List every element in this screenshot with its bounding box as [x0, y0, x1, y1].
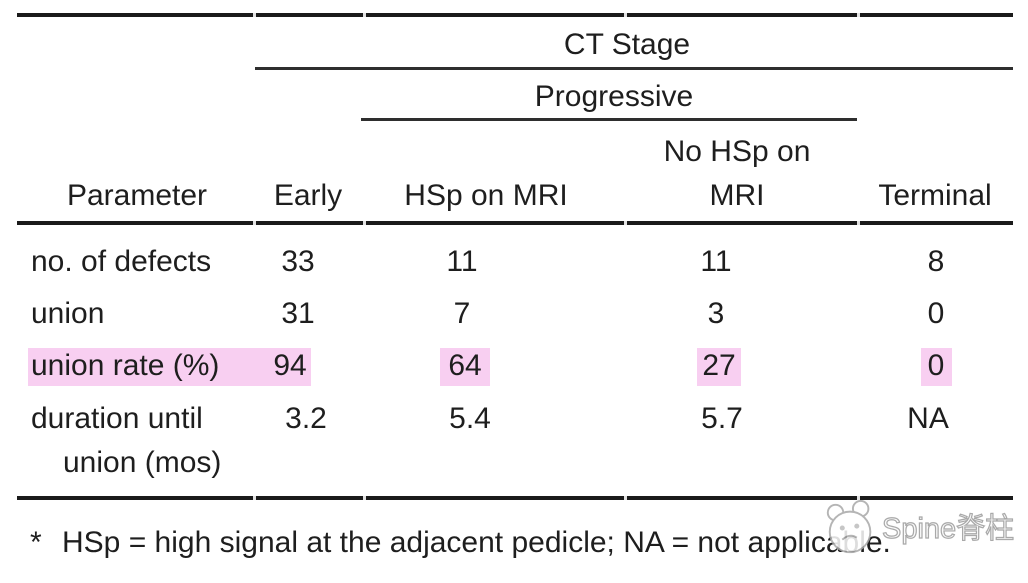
- table-top-rule: [17, 13, 1013, 17]
- table-cell: 3: [707, 297, 725, 330]
- column-header-no-hsp-line2: MRI: [709, 179, 765, 212]
- table-cell: 8: [927, 245, 945, 278]
- row-label: union: [31, 297, 105, 330]
- table-cell: 0: [927, 297, 945, 330]
- highlight-union-rate-label: [28, 348, 311, 386]
- group-header-progressive: Progressive: [534, 80, 694, 113]
- table-cell: 27: [702, 349, 736, 382]
- table-cell: NA: [907, 402, 949, 435]
- group-header-ct-stage: CT Stage: [563, 28, 691, 61]
- spine-mascot-icon: [826, 500, 872, 554]
- header-bottom-rule: [17, 221, 1013, 225]
- table-cell: 11: [700, 245, 732, 278]
- table-cell: 31: [281, 297, 315, 330]
- progressive-underline: [361, 118, 857, 121]
- table-cell: 64: [448, 349, 482, 382]
- row-label-line2: union (mos): [63, 446, 222, 479]
- footnote-marker: *: [30, 526, 42, 559]
- highlight-union-rate-terminal: [921, 348, 952, 386]
- table-cell: 7: [453, 297, 471, 330]
- column-header-parameter: Parameter: [66, 179, 208, 212]
- table-cell: 94: [273, 349, 307, 382]
- highlight-union-rate-no-hsp: [697, 348, 741, 386]
- row-label: no. of defects: [31, 245, 212, 278]
- table-cell: 3.2: [285, 402, 327, 435]
- table-bottom-rule: [17, 496, 1013, 500]
- column-header-early: Early: [273, 179, 343, 212]
- watermark: Spine脊柱: [822, 500, 1015, 558]
- footnote-text: HSp = high signal at the adjacent pedicl…: [62, 526, 891, 559]
- column-header-hsp-on-mri: HSp on MRI: [404, 179, 568, 212]
- column-header-terminal: Terminal: [878, 179, 992, 212]
- watermark-text: Spine脊柱: [881, 512, 1015, 545]
- table-cell: 33: [281, 245, 315, 278]
- row-label: duration until: [31, 402, 203, 435]
- table-cell: 5.4: [449, 402, 491, 435]
- column-header-no-hsp-line1: No HSp on: [663, 135, 811, 168]
- table-cell: 0: [927, 349, 945, 382]
- table-cell: 11: [446, 245, 478, 278]
- row-label: union rate (%): [31, 349, 220, 382]
- ct-stage-underline: [255, 67, 1013, 70]
- table-cell: 5.7: [701, 402, 743, 435]
- highlight-union-rate-hsp: [440, 348, 490, 386]
